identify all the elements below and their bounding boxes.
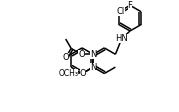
Text: HN: HN (115, 34, 128, 43)
Text: O: O (80, 69, 86, 78)
Text: O: O (62, 53, 69, 62)
Text: F: F (128, 1, 132, 10)
Text: O: O (78, 50, 85, 59)
Text: N: N (90, 63, 96, 72)
Text: Cl: Cl (117, 7, 125, 16)
Text: OCH₃: OCH₃ (58, 69, 78, 78)
Text: N: N (90, 50, 96, 59)
